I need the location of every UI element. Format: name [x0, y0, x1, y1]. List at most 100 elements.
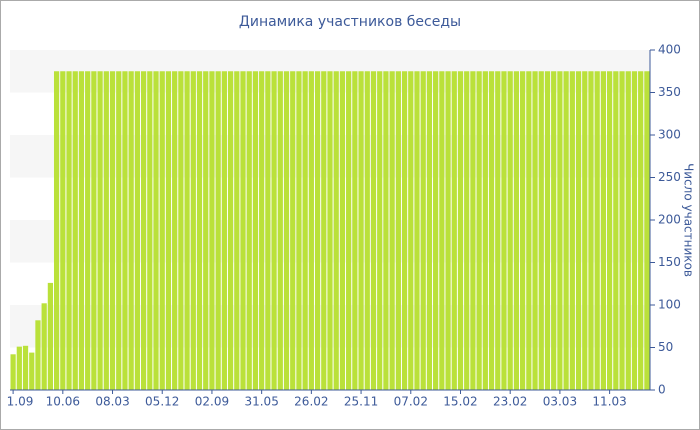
- bar: [551, 71, 557, 390]
- bar: [644, 71, 650, 390]
- bar: [165, 71, 172, 390]
- bar: [159, 71, 165, 390]
- bar: [557, 71, 563, 390]
- bar: [526, 71, 532, 390]
- x-tick-label: 02.09: [195, 395, 229, 409]
- bar: [389, 71, 395, 390]
- bar: [66, 71, 72, 390]
- bar: [265, 71, 271, 390]
- x-tick-label: 05.12: [145, 395, 179, 409]
- bar: [445, 71, 451, 390]
- bar: [47, 282, 53, 390]
- bar: [401, 71, 408, 390]
- bar: [594, 71, 600, 390]
- x-tick-label: 03.03: [543, 395, 577, 409]
- bar: [607, 71, 613, 390]
- bar: [41, 303, 47, 390]
- bar: [339, 71, 346, 390]
- bar: [203, 71, 209, 390]
- bar: [16, 346, 22, 390]
- bar: [128, 71, 134, 390]
- y-tick-label: 250: [658, 170, 681, 184]
- bar: [246, 71, 252, 390]
- bar: [240, 71, 246, 390]
- bar: [234, 71, 240, 390]
- y-tick-label: 150: [658, 255, 681, 269]
- bar: [78, 71, 85, 390]
- bar: [97, 71, 103, 390]
- bar: [613, 71, 619, 390]
- bar: [109, 71, 116, 390]
- bar: [29, 352, 35, 390]
- bar: [507, 71, 513, 390]
- bar: [420, 71, 426, 390]
- bar: [290, 71, 296, 390]
- bar: [532, 71, 538, 390]
- bar: [35, 320, 41, 390]
- bar: [464, 71, 470, 390]
- bar: [408, 71, 414, 390]
- bar: [53, 71, 60, 390]
- bar: [358, 71, 364, 390]
- bar: [346, 71, 352, 390]
- bar: [190, 71, 196, 390]
- y-axis-label: Число участников: [682, 163, 696, 277]
- bar: [215, 71, 221, 390]
- bar: [221, 71, 227, 390]
- x-tick-label: 31.05: [244, 395, 278, 409]
- bar: [321, 71, 327, 390]
- bar: [638, 71, 644, 390]
- y-tick-label: 400: [658, 43, 681, 57]
- bar: [314, 71, 321, 390]
- bar: [196, 71, 203, 390]
- bar: [501, 71, 507, 390]
- bar: [91, 71, 97, 390]
- bar: [122, 71, 128, 390]
- bar: [377, 71, 383, 390]
- bar: [395, 71, 401, 390]
- bar: [544, 71, 551, 390]
- bar: [538, 71, 544, 390]
- bar: [513, 71, 520, 390]
- bar: [333, 71, 339, 390]
- bar: [277, 71, 283, 390]
- x-tick-label: 1.09: [7, 395, 34, 409]
- bar: [520, 71, 526, 390]
- bar: [414, 71, 420, 390]
- bar: [495, 71, 501, 390]
- bar: [72, 71, 78, 390]
- bar: [227, 71, 234, 390]
- bar: [470, 71, 476, 390]
- bar: [10, 354, 16, 390]
- y-tick-label: 100: [658, 298, 681, 312]
- bar: [103, 71, 109, 390]
- bar: [153, 71, 159, 390]
- x-tick-label: 26.02: [294, 395, 328, 409]
- bar: [327, 71, 333, 390]
- bar: [569, 71, 575, 390]
- bar: [296, 71, 302, 390]
- bar: [116, 71, 122, 390]
- bar: [619, 71, 625, 390]
- bar: [184, 71, 190, 390]
- y-tick-label: 50: [658, 340, 673, 354]
- bar: [209, 71, 215, 390]
- bar: [364, 71, 370, 390]
- bar: [451, 71, 457, 390]
- bar: [582, 71, 588, 390]
- bar: [482, 71, 488, 390]
- bar: [370, 71, 377, 390]
- bar: [476, 71, 482, 390]
- x-tick-label: 23.02: [493, 395, 527, 409]
- x-tick-label: 15.02: [443, 395, 477, 409]
- bar: [178, 71, 184, 390]
- bar: [575, 71, 582, 390]
- bar: [283, 71, 290, 390]
- bar: [488, 71, 495, 390]
- x-tick-label: 08.03: [95, 395, 129, 409]
- bar: [140, 71, 147, 390]
- bar: [588, 71, 594, 390]
- bar: [302, 71, 308, 390]
- bar: [352, 71, 358, 390]
